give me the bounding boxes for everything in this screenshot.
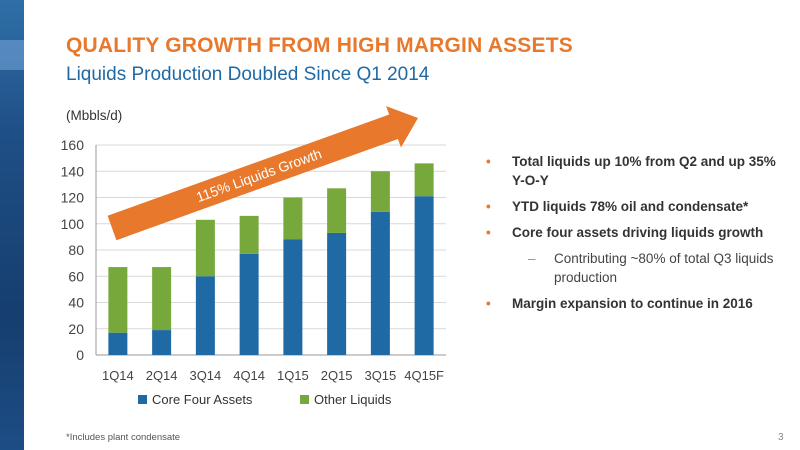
bar-segment: [327, 188, 347, 233]
bar-segment: [108, 267, 128, 333]
bar-segment: [152, 330, 172, 355]
bullet-item: YTD liquids 78% oil and condensate*: [484, 197, 784, 216]
x-tick-label: 2Q15: [321, 368, 353, 383]
x-tick-label: 3Q15: [364, 368, 396, 383]
x-tick-label: 2Q14: [146, 368, 178, 383]
y-tick-label: 40: [68, 295, 84, 311]
y-axis-unit-label: (Mbbls/d): [66, 108, 123, 123]
sub-bullet-item: Contributing ~80% of total Q3 liquids pr…: [484, 249, 784, 287]
bar-segment: [370, 211, 390, 355]
legend-label: Core Four Assets: [152, 392, 253, 407]
stacked-bar-chart: 1Q14 2Q14 3Q14 4Q14 1Q15 2Q15 3Q15 4Q15F 0 20 40 6…: [61, 106, 446, 407]
y-tick-label: 20: [68, 321, 84, 337]
y-tick-label: 80: [68, 242, 84, 258]
x-tick-label: 1Q15: [277, 368, 309, 383]
growth-arrow: [107, 106, 419, 241]
bar-segment: [195, 276, 215, 355]
y-tick-label: 100: [61, 216, 85, 232]
side-decorative-band: [0, 0, 24, 450]
growth-annotation-label: 115% Liquids Growth: [194, 145, 324, 205]
bar-segment: [195, 219, 215, 277]
y-tick-label: 60: [68, 268, 84, 284]
bar-segment: [327, 232, 347, 355]
legend-swatch: [300, 395, 309, 404]
x-tick-label: 4Q14: [233, 368, 265, 383]
bar-segment: [108, 332, 128, 355]
bar-segment: [414, 196, 434, 355]
bar-segment: [370, 171, 390, 212]
y-tick-label: 140: [61, 163, 85, 179]
key-points-list: Total liquids up 10% from Q2 and up 35% …: [484, 152, 784, 320]
footnote: *Includes plant condensate: [66, 432, 181, 443]
bar-segment: [239, 253, 259, 355]
bar-segment: [152, 267, 172, 331]
x-tick-label: 4Q15F: [404, 368, 444, 383]
x-tick-label: 3Q14: [189, 368, 221, 383]
bar-segment: [414, 163, 434, 197]
page-subtitle: Liquids Production Doubled Since Q1 2014: [66, 64, 430, 85]
y-tick-label: 160: [61, 137, 85, 153]
bullet-item: Margin expansion to continue in 2016: [484, 294, 784, 313]
legend-label: Other Liquids: [314, 392, 392, 407]
y-tick-label: 0: [76, 347, 84, 363]
bar-segment: [283, 239, 303, 355]
bullet-item: Total liquids up 10% from Q2 and up 35% …: [484, 152, 784, 190]
bullet-item: Core four assets driving liquids growth: [484, 223, 784, 242]
page-title: QUALITY GROWTH FROM HIGH MARGIN ASSETS: [66, 34, 573, 57]
legend-swatch: [138, 395, 147, 404]
bar-segment: [239, 215, 259, 254]
bar-segment: [283, 197, 303, 240]
x-tick-label: 1Q14: [102, 368, 134, 383]
y-tick-label: 120: [61, 190, 85, 206]
page-number: 3: [778, 432, 784, 443]
